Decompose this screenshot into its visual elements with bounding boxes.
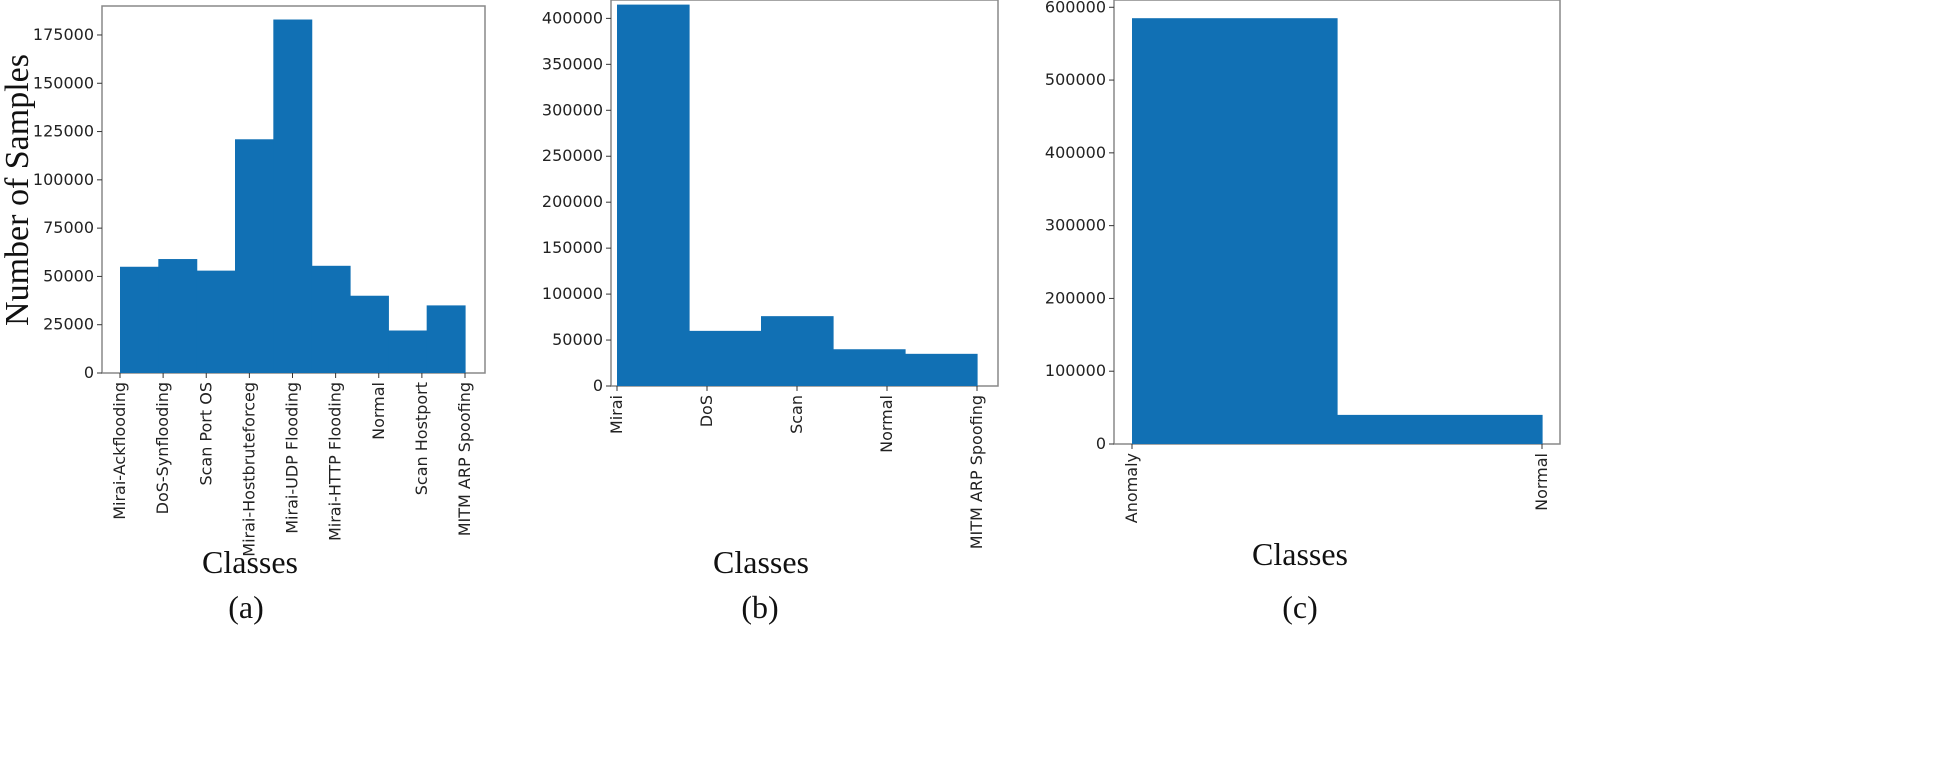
x-tick-label-mirai-hostbruteforceg-a: Mirai-Hostbruteforceg: [239, 382, 258, 557]
panel-caption-b: (b): [741, 589, 778, 625]
y-tick-label-c: 100000: [1045, 361, 1106, 380]
bar-normal-a: [350, 295, 389, 373]
y-tick-label-c: 0: [1096, 434, 1106, 453]
y-tick-label-a: 50000: [43, 266, 94, 285]
y-tick-label-a: 25000: [43, 315, 94, 334]
x-axis-label-b: Classes: [713, 544, 809, 580]
y-tick-label-a: 150000: [33, 73, 94, 92]
x-tick-label-scan-hostport-a: Scan Hostport: [412, 382, 431, 495]
chart-panel-b: 0 50000 100000 150000 200000 250000 300000 3500…: [542, 0, 999, 625]
x-tick-label-normal-a: Normal: [369, 382, 388, 440]
bar-mirai-ackflooding-a: [120, 266, 159, 373]
bar-mirai-http-flooding-a: [311, 265, 351, 373]
bar-normal-b: [833, 349, 906, 386]
x-tick-label-mirai-udp-flooding-a: Mirai-UDP Flooding: [283, 382, 302, 534]
x-tick-label-normal-b: Normal: [877, 395, 896, 453]
y-tick-label-a: 100000: [33, 170, 94, 189]
x-axis-label-c: Classes: [1252, 536, 1348, 572]
y-tick-label-a: 0: [84, 363, 94, 382]
bar-scan-b: [761, 316, 834, 386]
bar-scan-hostport-a: [388, 330, 428, 373]
bar-mirai-b: [617, 4, 690, 386]
x-tick-label-scan-b: Scan: [787, 395, 806, 434]
y-tick-label-b: 400000: [542, 8, 603, 27]
x-tick-label-scan-port-os-a: Scan Port OS: [196, 382, 215, 486]
bar-mitm-arp-spoofing-b: [905, 353, 978, 386]
y-tick-label-a: 75000: [43, 218, 94, 237]
chart-panel-c: 0 100000 200000 300000 400000 500000 600000 Ano…: [1045, 0, 1561, 625]
x-tick-label-mirai-ackflooding-a: Mirai-Ackflooding: [110, 382, 129, 520]
y-tick-label-b: 200000: [542, 192, 603, 211]
panel-caption-a: (a): [228, 589, 264, 625]
y-tick-label-b: 350000: [542, 54, 603, 73]
x-tick-label-mitm-arp-spoofing-a: MITM ARP Spoofing: [455, 382, 474, 536]
x-tick-label-anomaly-c: Anomaly: [1122, 453, 1141, 523]
y-tick-label-c: 600000: [1045, 0, 1106, 16]
y-tick-label-b: 150000: [542, 238, 603, 257]
y-tick-label-b: 250000: [542, 146, 603, 165]
bar-dos-synflooding-a: [158, 259, 198, 373]
x-tick-label-normal-c: Normal: [1532, 453, 1551, 511]
y-tick-label-c: 300000: [1045, 216, 1106, 235]
bar-normal-c: [1337, 414, 1543, 444]
y-tick-label-c: 400000: [1045, 143, 1106, 162]
bar-anomaly-c: [1132, 18, 1338, 444]
x-tick-label-mitm-arp-spoofing-b: MITM ARP Spoofing: [967, 395, 986, 549]
bar-mitm-arp-spoofing-a: [426, 305, 466, 373]
y-tick-label-b: 0: [593, 376, 603, 395]
y-tick-label-c: 200000: [1045, 288, 1106, 307]
bar-mirai-hostbruteforceg-a: [235, 139, 274, 373]
y-tick-label-c: 500000: [1045, 70, 1106, 89]
plot-marks-b: 0 50000 100000 150000 200000 250000 300000 3500…: [542, 4, 986, 549]
x-axis-label-a: Classes: [202, 544, 298, 580]
x-tick-label-dos-synflooding-a: DoS-Synflooding: [153, 382, 172, 514]
plot-marks-a: 0 25000 50000 75000 100000 125000 150000 175000…: [33, 19, 474, 557]
bar-scan-port-os-a: [196, 270, 236, 373]
x-tick-label-dos-b: DoS: [697, 395, 716, 427]
y-tick-label-a: 125000: [33, 122, 94, 141]
y-tick-label-b: 50000: [552, 330, 603, 349]
bar-mirai-udp-flooding-a: [273, 19, 313, 374]
y-tick-label-a: 175000: [33, 25, 94, 44]
y-tick-label-b: 300000: [542, 100, 603, 119]
x-tick-label-mirai-b: Mirai: [607, 395, 626, 434]
panel-caption-c: (c): [1282, 589, 1318, 625]
y-tick-label-b: 100000: [542, 284, 603, 303]
chart-panel-a: 0 25000 50000 75000 100000 125000 150000 175000…: [0, 5, 486, 625]
x-tick-label-mirai-http-flooding-a: Mirai-HTTP Flooding: [326, 382, 345, 541]
plot-marks-c: 0 100000 200000 300000 400000 500000 600000 Ano…: [1045, 0, 1551, 523]
bar-dos-b: [689, 330, 762, 386]
y-axis-label-a: Number of Samples: [0, 54, 36, 326]
